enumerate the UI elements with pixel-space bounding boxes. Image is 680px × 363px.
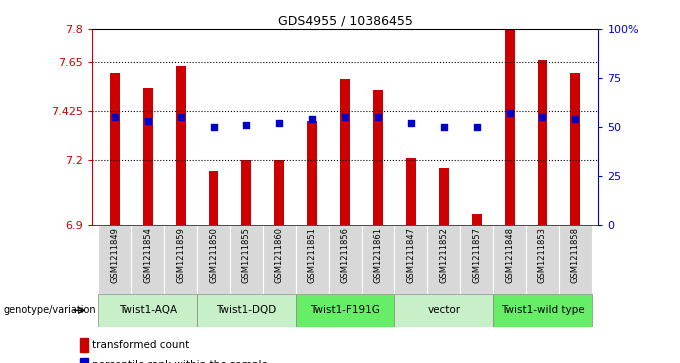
Bar <box>143 88 152 225</box>
Text: GSM1211851: GSM1211851 <box>308 227 317 283</box>
Bar <box>230 225 263 294</box>
Bar <box>394 225 427 294</box>
Text: GSM1211849: GSM1211849 <box>110 227 119 283</box>
Text: GSM1211859: GSM1211859 <box>176 227 185 283</box>
Text: genotype/variation: genotype/variation <box>3 305 96 315</box>
Text: GSM1211852: GSM1211852 <box>439 227 448 283</box>
Point <box>405 120 416 126</box>
Bar <box>362 225 394 294</box>
Bar <box>472 214 481 225</box>
Point <box>175 114 186 120</box>
Bar <box>99 225 131 294</box>
Bar <box>340 79 350 225</box>
Point <box>307 116 318 122</box>
Text: GSM1211858: GSM1211858 <box>571 227 580 283</box>
Title: GDS4955 / 10386455: GDS4955 / 10386455 <box>277 15 413 28</box>
Bar <box>164 225 197 294</box>
Bar <box>538 60 547 225</box>
Point <box>109 114 120 120</box>
Point <box>274 120 285 126</box>
Bar <box>559 225 592 294</box>
Text: GSM1211847: GSM1211847 <box>407 227 415 283</box>
Text: GSM1211848: GSM1211848 <box>505 227 514 283</box>
Text: Twist1-DQD: Twist1-DQD <box>216 305 277 315</box>
Bar <box>197 225 230 294</box>
Bar <box>526 225 559 294</box>
Bar <box>197 294 296 327</box>
Bar <box>80 338 88 352</box>
Bar <box>99 294 197 327</box>
Bar <box>439 168 449 225</box>
Bar <box>328 225 362 294</box>
Bar <box>406 158 416 225</box>
Text: percentile rank within the sample: percentile rank within the sample <box>92 360 269 363</box>
Text: Twist1-F191G: Twist1-F191G <box>310 305 380 315</box>
Text: transformed count: transformed count <box>92 340 190 350</box>
Point <box>208 124 219 130</box>
Text: GSM1211856: GSM1211856 <box>341 227 350 283</box>
Bar <box>571 73 580 225</box>
Text: vector: vector <box>427 305 460 315</box>
Point <box>373 114 384 120</box>
Text: Twist1-wild type: Twist1-wild type <box>500 305 584 315</box>
Bar <box>296 225 328 294</box>
Text: GSM1211860: GSM1211860 <box>275 227 284 283</box>
Bar <box>493 294 592 327</box>
Bar <box>460 225 493 294</box>
Bar <box>505 29 515 225</box>
Point <box>504 110 515 116</box>
Bar <box>110 73 120 225</box>
Bar <box>394 294 493 327</box>
Text: GSM1211853: GSM1211853 <box>538 227 547 283</box>
Text: GSM1211855: GSM1211855 <box>242 227 251 283</box>
Point <box>570 116 581 122</box>
Bar <box>373 90 383 225</box>
Text: GSM1211857: GSM1211857 <box>472 227 481 283</box>
Bar <box>175 66 186 225</box>
Text: Twist1-AQA: Twist1-AQA <box>119 305 177 315</box>
Bar <box>263 225 296 294</box>
Bar <box>241 160 252 225</box>
Bar <box>131 225 164 294</box>
Point <box>439 124 449 130</box>
Point <box>142 118 153 124</box>
Text: GSM1211854: GSM1211854 <box>143 227 152 283</box>
Bar <box>80 358 88 363</box>
Point <box>471 124 482 130</box>
Bar <box>209 171 218 225</box>
Bar <box>307 121 317 225</box>
Bar <box>296 294 394 327</box>
Bar <box>274 160 284 225</box>
Point <box>241 122 252 128</box>
Text: GSM1211850: GSM1211850 <box>209 227 218 283</box>
Point <box>340 114 351 120</box>
Bar <box>427 225 460 294</box>
Text: GSM1211861: GSM1211861 <box>373 227 382 283</box>
Bar <box>493 225 526 294</box>
Point <box>537 114 548 120</box>
